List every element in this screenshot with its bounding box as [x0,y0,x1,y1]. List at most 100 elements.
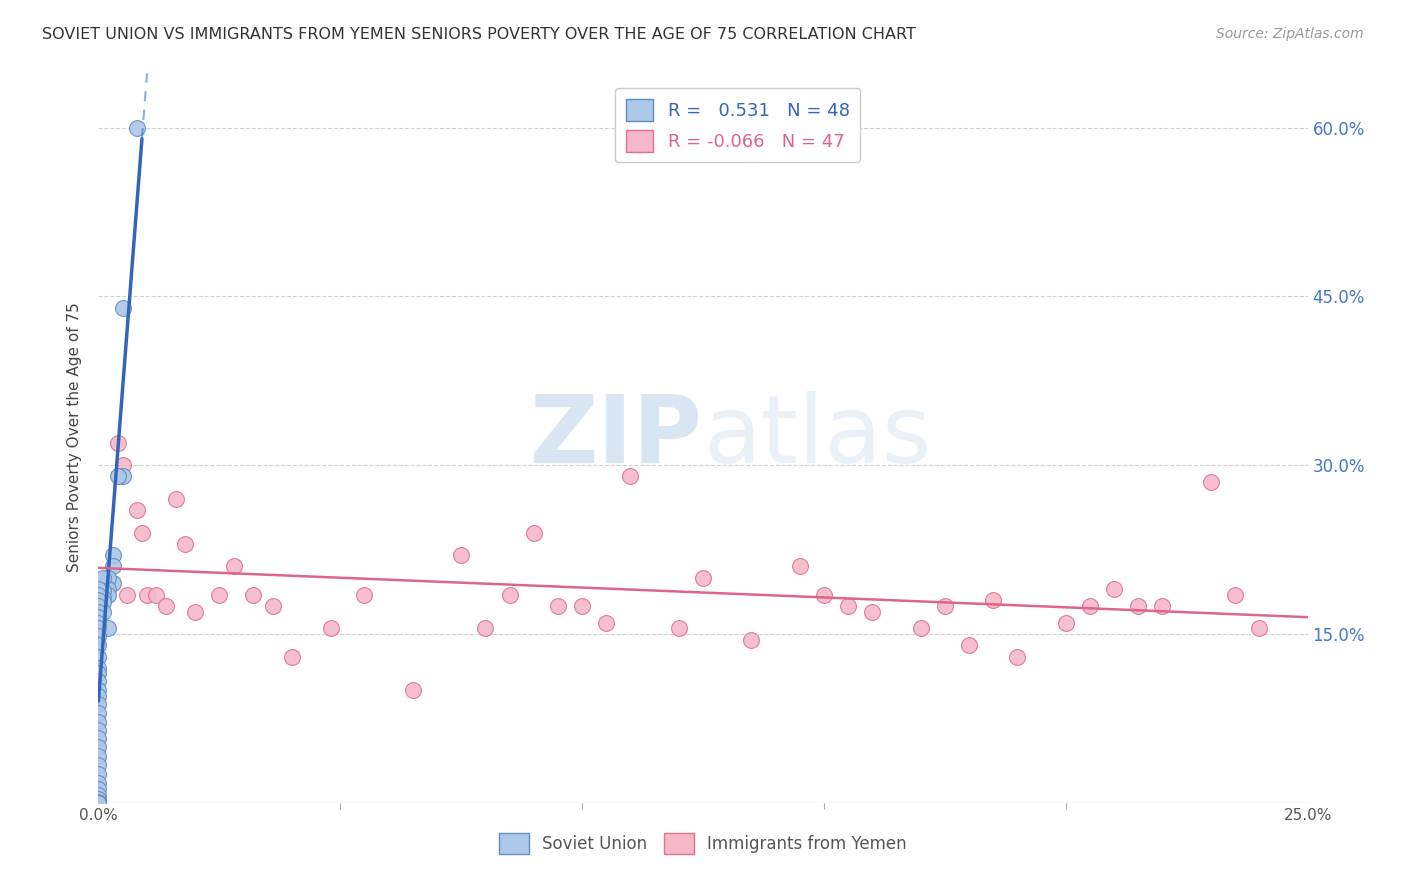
Point [174,537,197,551]
Point [957,638,980,652]
Point [87,775,110,789]
Point [692,571,714,585]
Point [91,595,114,609]
Point [127,503,149,517]
Point [87,615,110,630]
Point [87,714,110,729]
Point [1128,599,1150,613]
Point [135,588,157,602]
Point [523,525,546,540]
Point [97,621,120,635]
Point [1078,599,1101,613]
Point [97,588,120,602]
Point [91,584,114,599]
Point [87,706,110,720]
Point [87,739,110,754]
Point [87,766,110,780]
Text: atlas: atlas [703,391,931,483]
Point [813,588,835,602]
Point [91,571,114,585]
Point [101,548,124,562]
Text: Source: ZipAtlas.com: Source: ZipAtlas.com [1216,27,1364,41]
Point [981,593,1004,607]
Point [107,469,129,483]
Point [1199,475,1222,489]
Point [87,588,110,602]
Point [319,621,342,635]
Point [87,731,110,745]
Point [934,599,956,613]
Point [860,605,883,619]
Point [97,582,120,596]
Text: SOVIET UNION VS IMMIGRANTS FROM YEMEN SENIORS POVERTY OVER THE AGE OF 75 CORRELA: SOVIET UNION VS IMMIGRANTS FROM YEMEN SE… [42,27,917,42]
Point [101,559,124,574]
Point [117,588,139,602]
Point [127,120,149,135]
Point [789,559,811,574]
Legend: Soviet Union, Immigrants from Yemen: Soviet Union, Immigrants from Yemen [492,827,914,860]
Point [87,757,110,772]
Point [498,588,520,602]
Point [87,638,110,652]
Point [740,632,762,647]
Point [87,605,110,619]
Point [353,588,375,602]
Point [450,548,472,562]
Point [87,796,110,810]
Y-axis label: Seniors Poverty Over the Age of 75: Seniors Poverty Over the Age of 75 [67,302,83,572]
Point [111,469,134,483]
Point [101,576,124,591]
Point [87,748,110,763]
Point [184,605,207,619]
Point [595,615,617,630]
Point [87,782,110,797]
Point [165,491,187,506]
Point [87,674,110,689]
Point [87,661,110,675]
Point [1054,615,1077,630]
Point [91,591,114,605]
Point [155,599,177,613]
Point [145,588,167,602]
Point [262,599,284,613]
Point [87,666,110,681]
Point [87,621,110,635]
Point [87,723,110,737]
Point [474,621,496,635]
Point [87,610,110,624]
Point [87,697,110,711]
Point [1007,649,1029,664]
Point [668,621,690,635]
Point [1102,582,1125,596]
Point [222,559,245,574]
Point [571,599,593,613]
Point [87,689,110,703]
Point [87,629,110,643]
Point [402,683,425,698]
Point [619,469,641,483]
Point [1152,599,1174,613]
Point [87,599,110,613]
Text: ZIP: ZIP [530,391,703,483]
Point [97,571,120,585]
Point [87,683,110,698]
Point [131,525,153,540]
Point [87,593,110,607]
Point [242,588,264,602]
Point [87,788,110,802]
Point [107,435,129,450]
Point [1223,588,1246,602]
Point [87,649,110,664]
Point [910,621,932,635]
Point [1249,621,1271,635]
Point [87,582,110,596]
Point [111,458,134,473]
Point [91,605,114,619]
Point [837,599,859,613]
Point [281,649,304,664]
Point [111,301,134,315]
Point [547,599,569,613]
Point [87,792,110,806]
Point [87,796,110,810]
Point [208,588,231,602]
